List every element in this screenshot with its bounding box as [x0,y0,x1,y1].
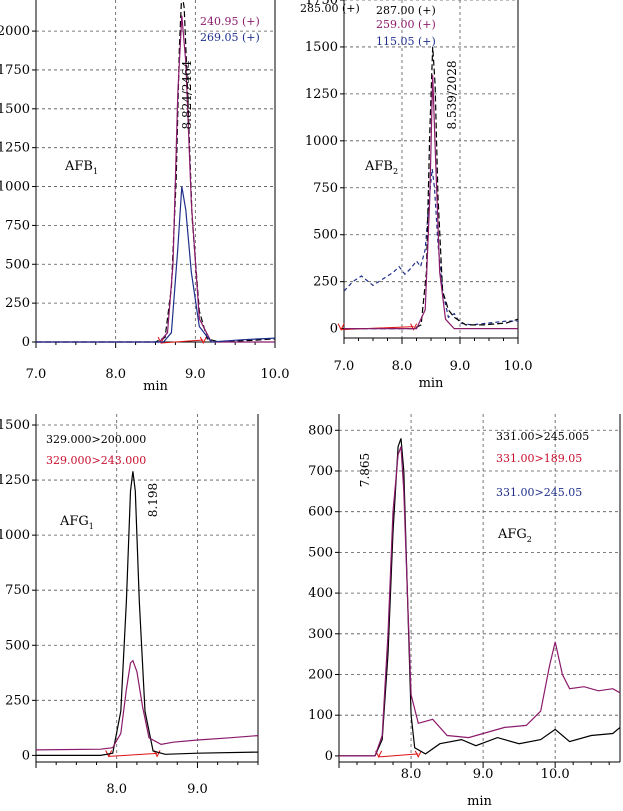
compound-name: AFG [59,514,89,529]
x-tick-label: 7.0 [334,359,355,374]
x-tick-label: 7.0 [26,367,47,382]
x-axis-title: min [419,376,444,391]
series-line-1 [344,46,519,330]
y-tick-label: 500 [313,228,338,243]
y-tick-label: 2000 [0,24,30,39]
integration-marker-arrow [105,750,113,758]
legend-entry: 115.05 (+) [376,35,436,48]
compound-label: AFB2 [364,159,398,176]
compound-label: AFG1 [59,514,94,531]
y-tick-label: 400 [308,586,333,601]
integration-marker-arrow [410,323,418,331]
y-tick-label: 1000 [0,180,30,195]
x-axis-title: min [143,379,168,394]
series-line-0 [343,168,518,326]
peak-retention-label: 8.539/2028 [445,61,459,130]
legend-entry: 287.00 (+) [376,4,436,17]
y-tick-label: 1000 [305,134,338,149]
y-tick-label: 1250 [305,87,338,102]
y-tick-label: 500 [5,638,30,653]
compound-label: AFG2 [497,527,532,544]
legend-entry: 259.00 (+) [376,18,436,31]
y-tick-label: 0 [325,749,333,764]
compound-subscript: 1 [93,167,98,176]
compound-label: AFB1 [64,159,98,176]
y-tick-label: 0 [330,322,338,337]
y-tick-label: 800 [308,423,333,438]
x-tick-label: 8.0 [392,359,413,374]
x-tick-label: 9.0 [185,367,206,382]
y-tick-label: 0 [22,335,30,350]
legend-entry: 269.05 (+) [200,31,260,44]
y-tick-label: 1000 [0,528,30,543]
legend-entry: 331.00>245.05 [496,486,582,499]
legend-entry: 331.00>245.005 [496,430,589,443]
chart-panel-bottom-left: 0 250 500 750 1000 1250 1500 8.0 9.0 329.000>200.… [0,414,259,797]
y-tick-label: 500 [5,257,30,272]
y-tick-label: 250 [313,275,338,290]
y-tick-label: 250 [5,296,30,311]
series-line-0 [339,438,621,757]
legend-entry: 329.000>243.000 [46,454,146,467]
chart-panel-bottom-right: 0 100 200 300 400 500 600 700 800 8.0 9.0 10.0 min 33… [308,414,621,809]
y-tick-label: 250 [5,693,30,708]
y-tick-label: 100 [308,708,333,723]
legend-entry: 285.00 (+) [300,2,360,15]
y-tick-label: 1250 [0,473,30,488]
legend-entry: 329.000>200.000 [46,433,146,446]
compound-subscript: 2 [393,167,398,176]
integration-baseline [161,339,204,344]
series-line-1 [339,446,621,757]
peak-retention-label: 8.198 [146,483,160,517]
x-tick-label: 10.0 [541,767,570,782]
y-tick-label: 1750 [305,0,338,8]
y-tick-label: 0 [22,748,30,763]
x-tick-label: 9.0 [473,767,494,782]
integration-marker-arrow [157,336,165,345]
compound-name: AFB [64,159,93,174]
y-tick-label: 1500 [0,418,30,433]
series-line-1 [36,15,275,343]
peak-retention-label: 8.824/2464 [180,60,194,129]
x-tick-label: 8.0 [401,767,422,782]
y-tick-label: 750 [313,181,338,196]
x-tick-label: 8.0 [105,367,126,382]
y-tick-label: 1500 [0,102,30,117]
x-tick-label: 9.0 [187,782,208,797]
integration-marker-arrow [337,323,345,331]
x-tick-label: 10.0 [261,367,290,382]
compound-subscript: 1 [89,522,94,531]
integration-baseline [378,753,419,758]
integration-marker-arrow [199,336,207,345]
series-line-2 [36,186,276,343]
chart-panel-top-right: 0 250 500 750 1000 1250 1500 1750 7.0 8.0 9.0 10.0 m… [305,0,533,391]
integration-marker-arrow [414,750,422,759]
y-tick-label: 500 [308,545,333,560]
y-tick-label: 200 [308,667,333,682]
x-tick-label: 8.0 [106,782,127,797]
peak-retention-label: 7.865 [358,453,372,487]
x-tick-label: 9.0 [450,359,471,374]
y-tick-label: 300 [308,627,333,642]
y-tick-label: 750 [5,583,30,598]
legend-entry: 331.00>189.05 [496,452,582,465]
y-tick-label: 1500 [305,40,338,55]
y-tick-label: 1750 [0,63,30,78]
x-axis-title: min [467,794,492,809]
legend-entry: 240.95 (+) [200,15,260,28]
integration-baseline [108,752,158,757]
series-line-1 [35,659,259,751]
y-tick-label: 1250 [0,141,30,156]
series-line-0 [36,0,276,343]
series-line-2 [344,75,518,330]
x-tick-label: 10.0 [504,359,533,374]
compound-name: AFG [497,527,527,542]
y-tick-label: 600 [308,505,333,520]
y-tick-label: 750 [5,218,30,233]
compound-name: AFB [364,159,393,174]
y-tick-label: 700 [308,464,333,479]
compound-subscript: 2 [527,535,532,544]
